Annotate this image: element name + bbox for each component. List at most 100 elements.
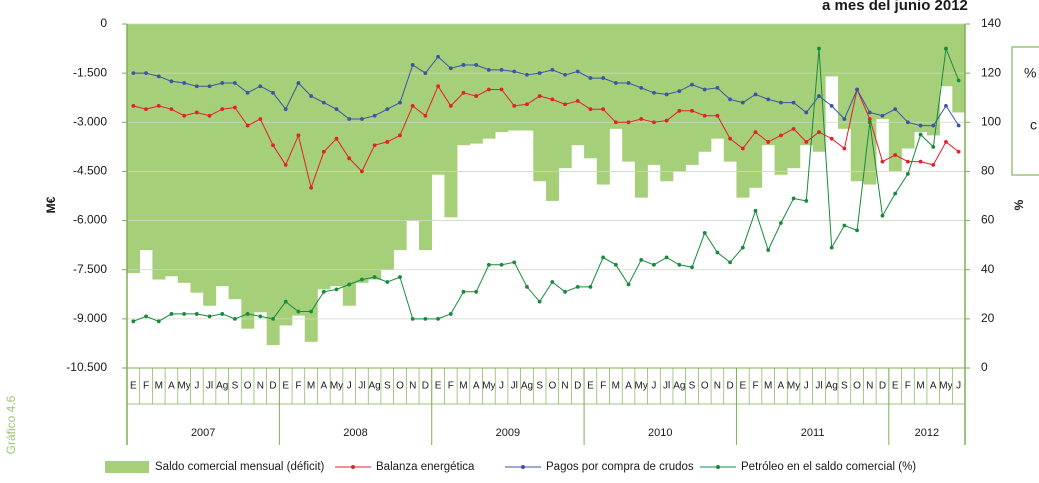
point (207, 113, 212, 118)
point (258, 314, 263, 319)
bar (596, 24, 610, 185)
point (194, 312, 199, 316)
point (804, 110, 809, 115)
point (944, 140, 948, 144)
point (410, 104, 415, 108)
x-tick-label: J (194, 381, 199, 392)
callout-box (1011, 46, 1039, 176)
x-tick-label: M (155, 381, 163, 392)
point (245, 123, 250, 128)
point (309, 185, 314, 190)
point (664, 92, 669, 97)
point (550, 67, 555, 72)
point (639, 257, 644, 262)
bar (825, 24, 839, 77)
point (728, 97, 733, 102)
x-tick-label: E (282, 381, 289, 392)
point (131, 319, 136, 324)
y2-tick-label: 140 (981, 16, 1001, 30)
point (893, 191, 898, 196)
point (791, 196, 796, 201)
point (423, 71, 428, 76)
x-tick-label: O (244, 381, 252, 392)
point (220, 312, 225, 316)
point (918, 123, 923, 128)
bar (799, 24, 813, 146)
bar (228, 24, 242, 300)
legend-swatch (521, 465, 525, 469)
x-tick-label: Ag (521, 381, 533, 392)
bar (241, 24, 255, 329)
point (588, 285, 593, 289)
point (499, 262, 504, 267)
point (512, 104, 517, 108)
point (613, 120, 618, 125)
line (133, 46, 960, 322)
point (372, 113, 377, 118)
point (194, 110, 199, 115)
point (715, 85, 720, 90)
point (626, 282, 631, 287)
x-tick-label: A (168, 381, 175, 392)
bar (190, 24, 204, 293)
point (575, 99, 580, 103)
bar (317, 24, 331, 290)
point (486, 87, 491, 92)
point (842, 223, 847, 228)
x-tick-label: A (320, 381, 327, 392)
point (448, 312, 453, 316)
line (133, 85, 960, 190)
point (867, 117, 872, 121)
year-label: 2011 (801, 427, 825, 439)
x-tick-label: D (269, 381, 276, 392)
point (817, 94, 821, 98)
callout-text: % (1024, 65, 1036, 81)
point (817, 46, 821, 51)
point (271, 143, 275, 148)
x-tick-label: F (905, 381, 911, 392)
point (905, 171, 910, 176)
bar (838, 24, 852, 129)
legend-label: Petróleo en el saldo comercial (%) (741, 461, 916, 473)
point (436, 84, 440, 89)
bar (127, 24, 140, 273)
y2-tick-label: 40 (981, 262, 995, 276)
y-tick-label: -3.000 (73, 114, 107, 128)
bar (952, 24, 966, 113)
bar (533, 24, 547, 182)
point (499, 87, 504, 92)
point (525, 285, 529, 289)
point (347, 117, 352, 121)
point (220, 107, 225, 112)
point (740, 245, 745, 250)
bar (660, 24, 674, 182)
point (753, 208, 758, 213)
point (474, 63, 479, 67)
point (283, 162, 288, 167)
x-tick-label: M (307, 381, 315, 392)
point (829, 136, 834, 141)
point (245, 90, 250, 95)
point (931, 162, 936, 167)
point (309, 309, 314, 314)
point (258, 117, 263, 121)
point (296, 309, 301, 314)
point (334, 107, 339, 112)
point (271, 316, 275, 321)
x-tick-label: N (561, 381, 568, 392)
point (334, 287, 339, 292)
point (715, 113, 720, 118)
y-tick-label: -10.500 (66, 360, 107, 374)
bar (901, 24, 915, 149)
point (652, 90, 656, 95)
point (537, 299, 542, 304)
year-label: 2008 (343, 427, 367, 439)
bar (482, 24, 496, 139)
x-tick-label: D (879, 381, 886, 392)
x-tick-label: N (714, 381, 721, 392)
bar (546, 24, 559, 201)
point (296, 133, 301, 138)
point (182, 312, 187, 316)
legend-swatch (105, 461, 149, 473)
x-tick-label: N (409, 381, 416, 392)
